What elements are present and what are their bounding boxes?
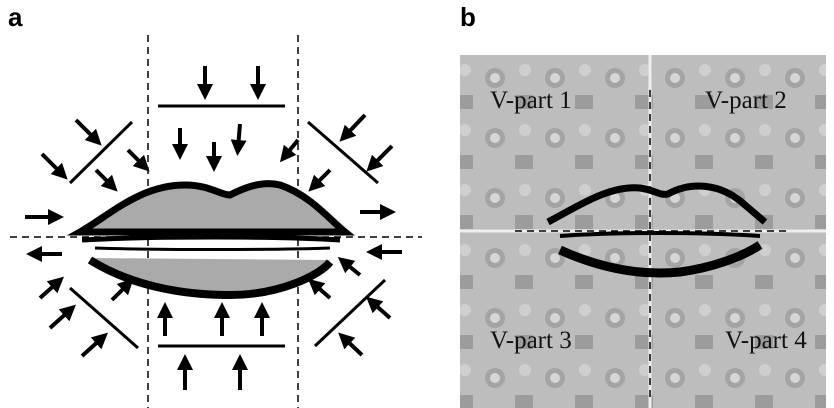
region-label: V-part 3 [490, 327, 572, 354]
panel-a: a [8, 2, 422, 408]
region-label: V-part 2 [705, 87, 787, 114]
panel-label: a [8, 2, 23, 32]
figure: a [0, 0, 834, 408]
region-label: V-part 1 [490, 87, 572, 114]
lips [80, 184, 345, 295]
panel-b: b V-part 1 V-part 2 V-part 3 V-part 4 [460, 2, 826, 408]
panel-label: b [460, 2, 476, 32]
region-label: V-part 4 [725, 327, 807, 354]
